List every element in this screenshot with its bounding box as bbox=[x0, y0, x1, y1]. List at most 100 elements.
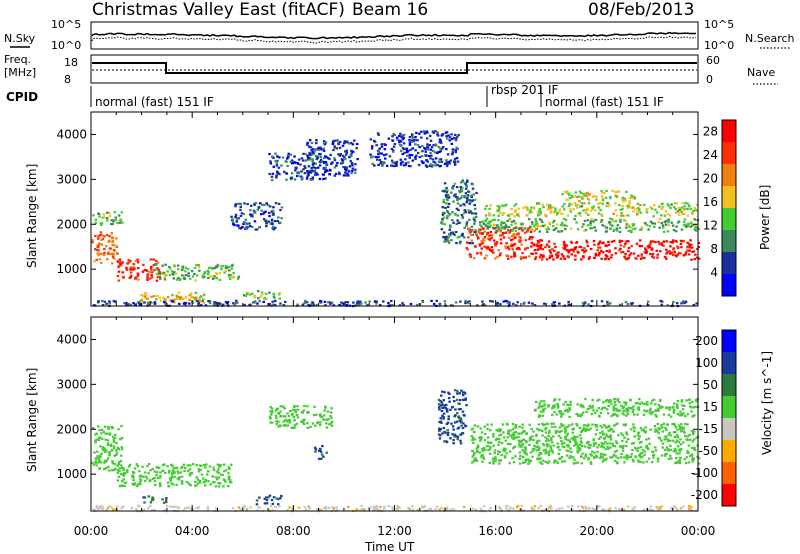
heatmap-cell bbox=[579, 440, 583, 443]
heatmap-cell bbox=[636, 211, 639, 214]
heatmap-cell bbox=[513, 252, 516, 255]
heatmap-cell bbox=[512, 436, 516, 439]
heatmap-cell bbox=[132, 476, 135, 479]
heatmap-cell bbox=[271, 155, 274, 158]
heatmap-cell bbox=[673, 424, 676, 427]
heatmap-cell bbox=[225, 302, 229, 305]
heatmap-cell bbox=[342, 174, 346, 177]
heatmap-cell bbox=[633, 506, 637, 509]
heatmap-cell bbox=[631, 206, 635, 209]
heatmap-cell bbox=[512, 431, 515, 434]
heatmap-cell bbox=[286, 164, 289, 168]
heatmap-cell bbox=[165, 497, 168, 500]
heatmap-cell bbox=[306, 141, 309, 145]
heatmap-cell bbox=[621, 196, 624, 199]
heatmap-cell bbox=[206, 506, 210, 509]
heatmap-cell bbox=[387, 505, 390, 508]
heatmap-cell bbox=[686, 249, 689, 252]
heatmap-cell bbox=[538, 209, 541, 212]
heatmap-cell bbox=[283, 170, 286, 173]
heatmap-cell bbox=[384, 157, 387, 160]
heatmap-cell bbox=[596, 202, 600, 206]
heatmap-cell bbox=[587, 457, 590, 460]
heatmap-cell bbox=[690, 455, 693, 458]
heatmap-cell bbox=[137, 278, 140, 281]
heatmap-cell bbox=[693, 258, 696, 261]
heatmap-cell bbox=[479, 439, 482, 442]
heatmap-cell bbox=[440, 401, 444, 404]
heatmap-cell bbox=[97, 300, 100, 303]
heatmap-cell bbox=[531, 236, 534, 239]
heatmap-cell bbox=[518, 240, 521, 243]
heatmap-cell bbox=[464, 425, 468, 428]
heatmap-cell bbox=[335, 508, 339, 511]
heatmap-cell bbox=[285, 172, 289, 175]
heatmap-cell bbox=[653, 204, 656, 207]
heatmap-cell bbox=[679, 438, 682, 441]
heatmap-cell bbox=[671, 224, 675, 227]
heatmap-cell bbox=[654, 428, 657, 431]
heatmap-cell bbox=[623, 461, 626, 464]
heatmap-cell bbox=[603, 258, 607, 261]
heatmap-cell bbox=[638, 454, 641, 457]
heatmap-cell bbox=[319, 301, 323, 304]
heatmap-cell bbox=[499, 433, 503, 436]
heatmap-cell bbox=[469, 210, 472, 213]
heatmap-cell bbox=[444, 431, 447, 434]
heatmap-cell bbox=[493, 242, 497, 245]
heatmap-cell bbox=[214, 476, 218, 479]
heatmap-cell bbox=[651, 509, 655, 512]
heatmap-cell bbox=[502, 221, 505, 225]
heatmap-cell bbox=[655, 415, 658, 418]
heatmap-cell bbox=[117, 463, 121, 466]
heatmap-cell bbox=[511, 436, 514, 439]
heatmap-cell bbox=[349, 154, 353, 157]
heatmap-cell bbox=[131, 482, 134, 485]
heatmap-cell bbox=[97, 507, 100, 510]
heatmap-cell bbox=[425, 159, 429, 162]
heatmap-cell bbox=[656, 256, 659, 259]
date-label: 08/Feb/2013 bbox=[588, 0, 694, 20]
heatmap-cell bbox=[438, 406, 441, 409]
heatmap-cell bbox=[350, 172, 353, 175]
heatmap-cell bbox=[252, 301, 255, 304]
heatmap-cell bbox=[586, 424, 590, 428]
heatmap-cell bbox=[290, 172, 294, 175]
heatmap-cell bbox=[556, 213, 559, 216]
heatmap-cell bbox=[505, 231, 508, 234]
heatmap-cell bbox=[378, 152, 381, 155]
heatmap-cell bbox=[512, 238, 515, 241]
heatmap-cell bbox=[482, 457, 486, 460]
heatmap-cell bbox=[627, 246, 631, 250]
heatmap-cell bbox=[98, 436, 101, 439]
heatmap-cell bbox=[483, 425, 486, 428]
heatmap-cell bbox=[619, 509, 623, 512]
heatmap-cell bbox=[550, 255, 554, 258]
heatmap-cell bbox=[111, 236, 115, 239]
heatmap-cell bbox=[119, 219, 122, 222]
heatmap-cell bbox=[486, 247, 490, 250]
heatmap-cell bbox=[506, 436, 510, 439]
heatmap-cell bbox=[566, 190, 569, 193]
heatmap-cell bbox=[535, 442, 539, 445]
heatmap-cell bbox=[678, 414, 682, 417]
heatmap-cell bbox=[243, 202, 246, 205]
heatmap-cell bbox=[535, 445, 538, 448]
heatmap-cell bbox=[676, 247, 680, 250]
heatmap-cell bbox=[537, 454, 541, 457]
heatmap-cell bbox=[584, 453, 587, 457]
heatmap-cell bbox=[517, 435, 520, 439]
heatmap-cell bbox=[112, 469, 116, 472]
heatmap-cell bbox=[213, 481, 216, 484]
heatmap-cell bbox=[228, 481, 232, 484]
heatmap-cell bbox=[208, 275, 212, 278]
heatmap-cell bbox=[581, 452, 584, 455]
colorbar-tick-label: -50 bbox=[698, 444, 718, 458]
heatmap-cell bbox=[691, 460, 694, 463]
heatmap-cell bbox=[119, 217, 123, 221]
heatmap-cell bbox=[164, 303, 167, 306]
heatmap-cell bbox=[332, 140, 335, 143]
colorbar-tick-label: 28 bbox=[703, 125, 718, 139]
heatmap-cell bbox=[508, 213, 511, 216]
heatmap-cell bbox=[454, 389, 457, 392]
